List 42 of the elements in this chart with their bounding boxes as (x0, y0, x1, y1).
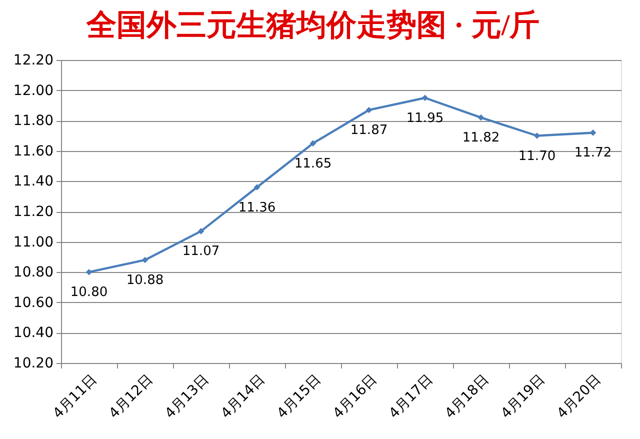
x-tick-label: 4月19日 (498, 372, 548, 422)
data-label: 11.87 (350, 122, 388, 138)
point (254, 184, 260, 190)
data-label: 10.88 (126, 272, 164, 288)
y-tick-label: 11.40 (13, 174, 54, 190)
y-tick-label: 10.60 (13, 294, 54, 311)
x-tick-label: 4月20日 (554, 372, 604, 422)
data-label: 11.65 (294, 156, 332, 172)
point (310, 140, 316, 146)
chart-title: 全国外三元生猪均价走势图 · 元/斤 (85, 9, 540, 42)
y-tick-label: 11.00 (13, 234, 54, 250)
point (422, 94, 428, 102)
point (534, 132, 540, 139)
y-tick-label: 11.80 (13, 113, 54, 130)
data-label: 11.36 (238, 200, 276, 216)
y-tick-label: 12.00 (13, 82, 54, 99)
point (366, 106, 372, 114)
point (478, 114, 484, 121)
y-tick-label: 10.80 (13, 264, 54, 281)
y-tick-label: 11.60 (13, 143, 54, 160)
y-tick-label: 12.20 (13, 52, 54, 68)
x-tick-label: 4月12日 (106, 372, 156, 422)
x-tick-label: 4月15日 (274, 372, 324, 422)
data-label: 11.72 (574, 146, 612, 161)
x-tick-label: 4月14日 (218, 372, 268, 422)
x-tick-label: 4月17日 (386, 372, 436, 422)
data-label: 11.07 (182, 244, 220, 260)
data-label: 11.70 (518, 148, 556, 164)
point (86, 268, 92, 276)
point (198, 228, 204, 234)
y-tick-label: 10.40 (13, 325, 54, 342)
data-label: 11.82 (462, 130, 500, 146)
point (590, 130, 596, 136)
y-tick-label: 11.20 (13, 204, 54, 220)
x-tick-label: 4月18日 (442, 372, 492, 422)
data-label: 11.95 (406, 110, 444, 126)
y-tick-label: 10.20 (13, 356, 54, 372)
x-tick-label: 4月16日 (330, 372, 380, 422)
point (142, 256, 148, 264)
x-tick-label: 4月11日 (50, 372, 100, 422)
data-label: 10.80 (70, 285, 108, 300)
x-tick-label: 4月13日 (162, 372, 212, 422)
